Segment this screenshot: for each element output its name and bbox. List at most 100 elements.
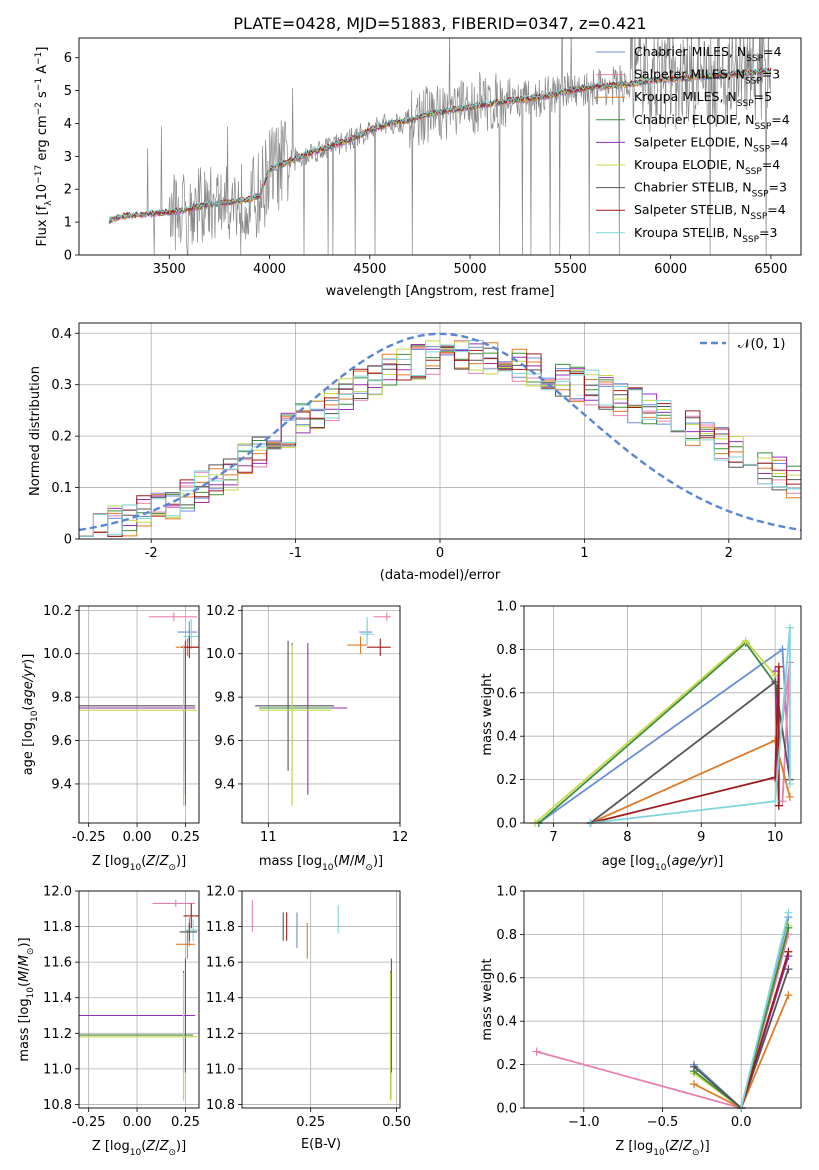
label-part: 10 bbox=[30, 710, 40, 722]
age-vs-Z-plot-area bbox=[79, 606, 199, 823]
errorbar-group bbox=[152, 899, 196, 908]
mass-vs-Z-tick-label-y: 11.8 bbox=[43, 920, 72, 935]
weight-vs-age-ylabel: mass weight bbox=[480, 673, 495, 755]
legend-sub: SSP bbox=[753, 144, 770, 154]
mass-vs-Z-frame bbox=[78, 890, 200, 1109]
weight-Z-series-salpeter-stelib bbox=[740, 951, 790, 1108]
mass-vs-Z-ylabel: mass [log10(M/M⊙)] bbox=[17, 937, 36, 1061]
weight-vs-Z-tick-label-x: −0.5 bbox=[647, 1115, 679, 1130]
weight-Z-marker-kroupa-stelib bbox=[784, 908, 793, 917]
age-vs-mass-tick-label-y: 10.2 bbox=[206, 604, 235, 619]
label-part: mass [log bbox=[259, 854, 322, 869]
label-part: ⊙ bbox=[365, 863, 373, 873]
weight-age-marker-chabrier-miles bbox=[778, 645, 787, 654]
weight-vs-Z-tick-label-y: 0.8 bbox=[496, 928, 517, 943]
legend-label-chabrier-elodie: Chabrier ELODIE, NSSP=4 bbox=[634, 112, 790, 132]
mass-vs-Z-tick-label-y: 10.8 bbox=[43, 1098, 72, 1113]
weight-age-marker-salpeter-stelib bbox=[774, 662, 783, 671]
legend-sub: SSP bbox=[750, 212, 767, 222]
errorbar-group bbox=[79, 958, 196, 1073]
legend-sub: SSP bbox=[752, 190, 769, 200]
errorbar-group bbox=[185, 919, 199, 941]
label-part: M bbox=[339, 854, 350, 869]
mass-vs-Z-xlabel: Z [log10(Z/Z⊙)] bbox=[92, 1139, 186, 1158]
label-part: age/yr bbox=[671, 854, 714, 869]
errorbar-group bbox=[79, 972, 198, 1101]
spectrum-tick-label-x: 4500 bbox=[353, 262, 386, 277]
ylabel-part: λ bbox=[44, 200, 54, 206]
mass-vs-Z-tick-label-x: 0.25 bbox=[171, 1115, 200, 1130]
legend-value: =3 bbox=[759, 225, 777, 240]
label-part: 10 bbox=[26, 987, 36, 999]
legend-value: =4 bbox=[763, 44, 781, 59]
errorbar-group bbox=[181, 636, 199, 659]
label-part: )] bbox=[17, 937, 32, 947]
weight-vs-age-tick-label-x: 9 bbox=[697, 830, 705, 845]
weight-age-marker-salpeter-stelib bbox=[774, 801, 783, 810]
ylabel-part: −1 bbox=[34, 78, 44, 91]
ylabel-part: −17 bbox=[34, 165, 44, 184]
label-part: )] bbox=[713, 854, 723, 869]
residuals-frame bbox=[78, 322, 802, 540]
weight-age-marker-kroupa-stelib bbox=[785, 623, 794, 632]
mass-vs-Z-tick-label-y: 11.6 bbox=[43, 956, 72, 971]
spectrum-tick-label-y: 2 bbox=[64, 183, 72, 198]
residuals-tick-label-x: 2 bbox=[725, 546, 733, 561]
legend-value: =4 bbox=[770, 134, 788, 149]
spectrum-tick-label-x: 3500 bbox=[153, 262, 186, 277]
weight-age-marker-salpeter-miles bbox=[778, 797, 787, 806]
mass-vs-Z-plot-area bbox=[79, 891, 199, 1108]
legend-sub: SSP bbox=[746, 54, 763, 64]
legend-value: =4 bbox=[771, 112, 789, 127]
legend-name: Kroupa MILES, N bbox=[634, 89, 737, 104]
residuals-tick-label-y: 0 bbox=[64, 533, 72, 548]
weight-Z-marker-salpeter-miles bbox=[532, 1047, 541, 1056]
errorbar-group bbox=[179, 923, 198, 941]
errorbar-group bbox=[367, 638, 391, 656]
mass-vs-EBV-frame bbox=[241, 890, 401, 1109]
mass-vs-EBV-tick-label-x: 0.50 bbox=[382, 1115, 411, 1130]
label-part: age/yr bbox=[21, 662, 36, 705]
weight-age-series-kroupa-stelib bbox=[590, 627, 791, 823]
weight-Z-series-chabrier-stelib bbox=[693, 968, 790, 1108]
label-part: )] bbox=[373, 854, 383, 869]
legend-sub: SSP bbox=[737, 99, 754, 109]
legend-label-salpeter-miles: Salpeter MILES, NSSP=3 bbox=[634, 67, 780, 87]
age-vs-Z-tick-label-x: -0.25 bbox=[72, 830, 106, 845]
label-part: / bbox=[350, 854, 355, 869]
mass-vs-EBV-tick-label-x: 0.25 bbox=[296, 1115, 325, 1130]
errorbar-group bbox=[259, 645, 332, 806]
weight-vs-Z-tick-label-y: 0.6 bbox=[496, 971, 517, 986]
weight-vs-Z-tick-label-x: 0.0 bbox=[731, 1115, 752, 1130]
age-vs-mass-tick-label-y: 10.0 bbox=[206, 647, 235, 662]
ylabel-part: ] bbox=[35, 47, 50, 52]
residuals-tick-label-y: 0.2 bbox=[51, 430, 72, 445]
ylabel-part: 10 bbox=[35, 184, 50, 201]
mass-vs-Z-tick-label-x: -0.25 bbox=[72, 1115, 106, 1130]
label-part: Z bbox=[145, 1139, 156, 1154]
errorbar-group bbox=[79, 645, 198, 806]
weight-age-series-salpeter-stelib bbox=[590, 666, 780, 823]
spectrum-ylabel: Flux [fλ10−17 erg cm−2 s−1 A−1] bbox=[34, 47, 54, 247]
legend-name: Salpeter MILES, N bbox=[634, 67, 745, 82]
spectrum-frame bbox=[78, 37, 802, 256]
label-part: )] bbox=[176, 1139, 186, 1154]
residuals-tick-label-x: -1 bbox=[289, 546, 302, 561]
label-part: 10 bbox=[655, 863, 667, 873]
residuals-tick-label-x: -2 bbox=[145, 546, 158, 561]
mass-vs-EBV-tick-label-y: 12.0 bbox=[206, 885, 235, 900]
label-part: ( bbox=[17, 982, 32, 987]
legend-value: =5 bbox=[754, 89, 772, 104]
weight-age-marker-kroupa-stelib bbox=[785, 779, 794, 788]
label-part: M bbox=[17, 971, 32, 982]
ylabel-part: −2 bbox=[34, 102, 44, 115]
age-vs-mass-tick-label-x: 11 bbox=[260, 830, 277, 845]
label-part: M bbox=[354, 854, 365, 869]
age-vs-Z-tick-label-y: 10.0 bbox=[43, 647, 72, 662]
residuals-tick-label-y: 0.1 bbox=[51, 481, 72, 496]
age-vs-Z-tick-label-y: 9.8 bbox=[51, 691, 72, 706]
weight-Z-marker-chabrier-stelib bbox=[784, 965, 793, 974]
label-part: ( bbox=[141, 854, 146, 869]
spectrum-tick-label-x: 4000 bbox=[253, 262, 286, 277]
